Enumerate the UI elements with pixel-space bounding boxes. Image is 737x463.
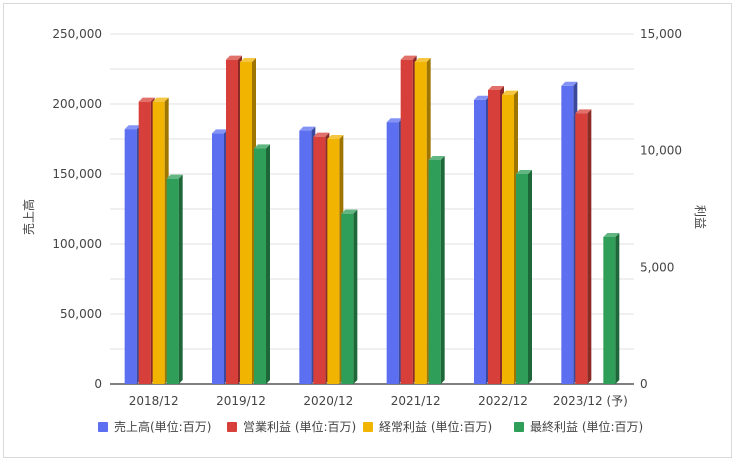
bar <box>561 81 578 385</box>
legend-label: 売上高(単位:百万) <box>114 419 211 434</box>
legend-swatch <box>514 422 524 432</box>
bar <box>240 58 256 384</box>
bar <box>152 97 169 385</box>
bar <box>516 170 532 384</box>
bar <box>124 125 141 384</box>
legend-item[interactable]: 最終利益 (単位:百万) <box>514 419 643 434</box>
legend-swatch <box>227 422 237 432</box>
left-axis-ticks: 0 50,000 100,000 150,000 200,000 250,000 <box>52 27 102 391</box>
category-label: 2020/12 <box>303 394 353 408</box>
bar <box>428 156 445 384</box>
bar <box>138 97 155 385</box>
bar <box>502 90 518 385</box>
bar <box>386 118 403 384</box>
left-tick-label: 250,000 <box>52 27 102 41</box>
left-tick-label: 0 <box>94 377 102 391</box>
left-tick-label: 50,000 <box>60 307 102 321</box>
gridlines <box>110 33 634 385</box>
right-tick-label: 5,000 <box>640 260 674 274</box>
bar <box>474 95 490 385</box>
bar <box>166 174 183 384</box>
category-label: 2019/12 <box>216 394 266 408</box>
bar <box>603 233 620 384</box>
bar <box>212 129 228 384</box>
chart-frame: 0 50,000 100,000 150,000 200,000 250,000 0 5,0… <box>3 3 732 458</box>
bar-chart: 0 50,000 100,000 150,000 200,000 250,000 0 5,0… <box>21 27 707 434</box>
bar <box>400 55 417 385</box>
bar <box>313 132 330 384</box>
bar <box>575 109 592 384</box>
bar <box>226 55 242 385</box>
legend-label: 経常利益 (単位:百万) <box>379 419 492 434</box>
legend-item[interactable]: 営業利益 (単位:百万) <box>227 419 356 434</box>
legend-swatch <box>98 422 108 432</box>
right-tick-label: 15,000 <box>640 27 682 41</box>
legend-label: 営業利益 (単位:百万) <box>243 419 356 434</box>
right-tick-label: 0 <box>640 377 648 391</box>
legend: 売上高(単位:百万) 営業利益 (単位:百万) 経常利益 (単位:百万) 最終利益 (… <box>98 419 643 434</box>
left-tick-label: 100,000 <box>52 237 102 251</box>
legend-label: 最終利益 (単位:百万) <box>530 419 643 434</box>
right-axis-label: 利益 <box>693 205 707 229</box>
legend-item[interactable]: 経常利益 (単位:百万) <box>363 419 492 434</box>
left-axis-label: 売上高 <box>21 199 36 235</box>
category-label: 2023/12 (予) <box>553 394 628 408</box>
legend-swatch <box>363 422 373 432</box>
bar <box>488 86 504 384</box>
category-label: 2022/12 <box>478 394 528 408</box>
bar <box>299 126 316 384</box>
category-label: 2021/12 <box>391 394 441 408</box>
right-axis-ticks: 0 5,000 10,000 15,000 <box>640 27 682 391</box>
bar <box>254 144 270 384</box>
legend-item[interactable]: 売上高(単位:百万) <box>98 419 211 434</box>
bar <box>414 58 431 384</box>
left-tick-label: 150,000 <box>52 167 102 181</box>
category-label: 2018/12 <box>129 394 179 408</box>
category-labels: 2018/12 2019/12 2020/12 2021/12 2022/12 2023/… <box>129 394 628 408</box>
bar <box>341 209 358 384</box>
bars <box>124 55 620 385</box>
bar <box>327 135 344 384</box>
left-tick-label: 200,000 <box>52 97 102 111</box>
right-tick-label: 10,000 <box>640 144 682 158</box>
